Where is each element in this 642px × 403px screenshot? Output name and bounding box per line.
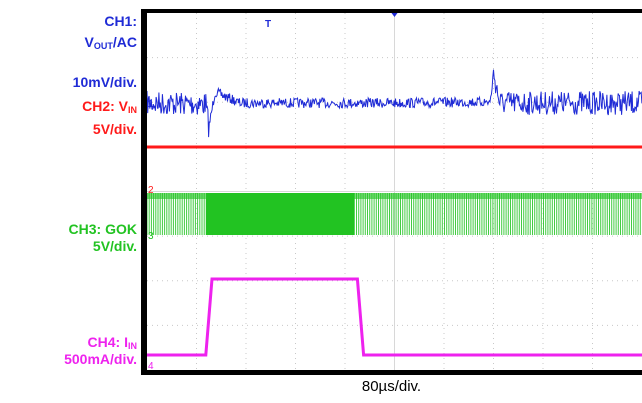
ch4-trace [147, 277, 642, 357]
ch3-top-edge [354, 193, 642, 199]
ch3-marker: 3 [148, 231, 154, 242]
ch2-scale: 5V/div. [92, 121, 137, 137]
ch1-marker: 1 [148, 99, 154, 110]
trigger-position-icon [391, 13, 398, 17]
ch4-scale: 500mA/div. [64, 351, 137, 367]
ch4-iin-main: CH4: I [87, 334, 128, 350]
ch2-label: CH2: VIN [82, 98, 137, 115]
scope-screen: 1 2 3 4 T [147, 13, 642, 370]
ch4-iin-sub: IN [128, 341, 137, 351]
scope-plot: 1 2 3 4 T [147, 13, 642, 370]
ch1-vout-tail: /AC [112, 34, 137, 50]
ch1-label-line1: CH1: [104, 13, 137, 29]
ch2-vin-main: CH2: V [82, 98, 128, 114]
ch1-trace [147, 69, 642, 138]
ch4-label: CH4: IIN [88, 334, 137, 351]
ch1-label: CH1: VOUT/AC [85, 11, 137, 53]
ch3-top-edge [147, 193, 206, 199]
ch3-switching [147, 193, 205, 235]
ch3-band [205, 193, 355, 235]
ch3-scale: 5V/div. [92, 238, 137, 254]
ch1-vout-sub: OUT [93, 41, 113, 51]
trigger-marker: T [265, 19, 271, 30]
ch1-label-line2: VOUT/AC [85, 32, 137, 53]
ch2-marker: 2 [148, 185, 154, 196]
ch1-scale: 10mV/div. [72, 74, 137, 90]
ch3-switching [353, 193, 641, 235]
ch3-label: CH3: GOK [68, 221, 137, 237]
ch2-vin-sub: IN [128, 105, 137, 115]
ch1-vout-main: V [84, 34, 94, 50]
time-per-div-label: 80µs/div. [361, 378, 422, 395]
ch4-marker: 4 [148, 361, 154, 370]
